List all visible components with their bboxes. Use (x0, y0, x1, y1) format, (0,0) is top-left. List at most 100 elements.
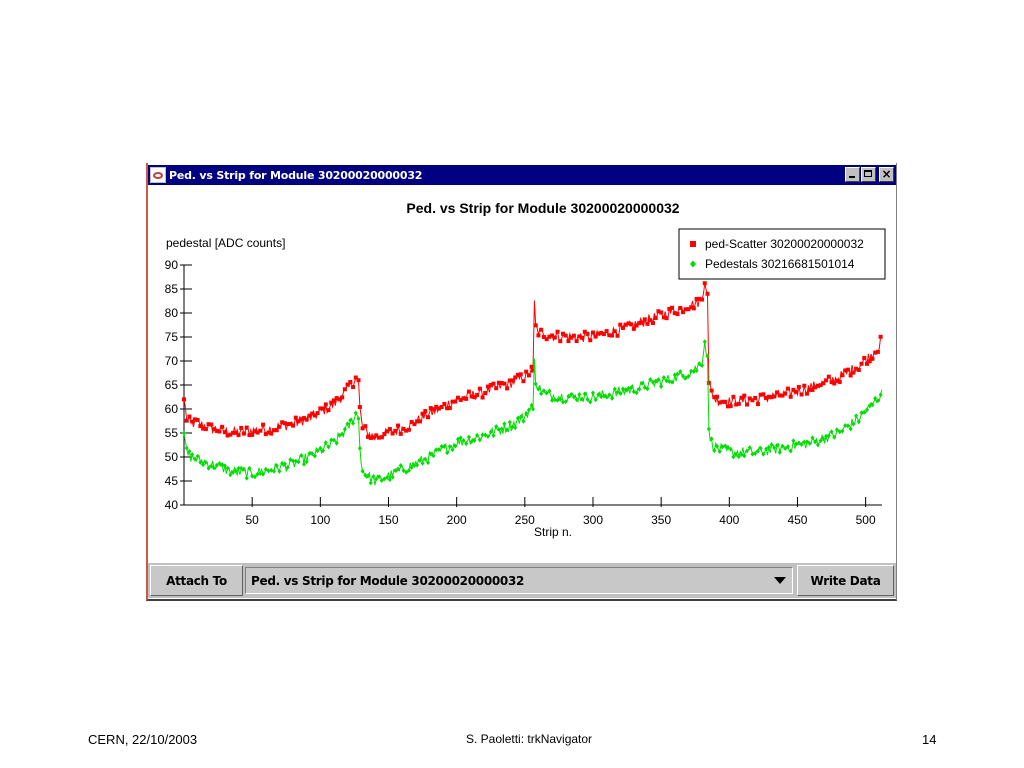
series-1-point (195, 453, 200, 459)
close-button[interactable]: × (879, 167, 894, 182)
series-0-point (818, 383, 823, 388)
series-1-point (356, 416, 361, 422)
series-0-point (552, 335, 557, 340)
series-0-point (477, 386, 482, 391)
series-0-point (848, 373, 853, 378)
series-0-point (475, 393, 480, 398)
series-1-point (458, 435, 463, 441)
series-1-point (788, 448, 793, 454)
series-0-point (612, 329, 617, 334)
series-1-point (736, 454, 741, 460)
series-0-point (480, 395, 485, 400)
series-1-point (580, 396, 585, 402)
series-0-point (753, 395, 758, 400)
series-1-point (214, 462, 219, 468)
series-1-point (507, 419, 512, 425)
series-1-point (571, 394, 576, 400)
series-0-point (637, 321, 642, 326)
series-1-point (450, 447, 455, 453)
series-1-point (799, 442, 804, 448)
title-bar[interactable]: Ped. vs Strip for Module 30200020000032 … (148, 165, 896, 185)
footer-date: CERN, 22/10/2003 (88, 732, 198, 747)
plot-selector-dropdown[interactable]: Ped. vs Strip for Module 30200020000032 (245, 567, 793, 594)
series-0-point (626, 321, 631, 326)
series-0-point (266, 430, 271, 435)
series-0-point (805, 391, 810, 396)
x-tick-label: 250 (515, 513, 535, 527)
series-1-point (851, 421, 856, 427)
series-0-point (618, 322, 623, 327)
series-0-point (829, 380, 834, 385)
y-tick-label: 70 (165, 354, 179, 368)
series-0-point (334, 396, 339, 401)
series-0-point (867, 359, 872, 364)
series-1-point (348, 417, 353, 423)
series-1-point (211, 465, 216, 471)
series-0-point (201, 426, 206, 431)
series-0-point (667, 306, 672, 311)
series-1-point (824, 433, 829, 439)
window-title: Ped. vs Strip for Module 30200020000032 (169, 168, 423, 182)
series-1-point (404, 469, 409, 475)
series-0-point (631, 326, 636, 331)
series-1-point (843, 423, 848, 429)
series-0-point (648, 318, 653, 323)
series-1-point (187, 448, 192, 454)
series-1-point (524, 410, 529, 416)
series-1-point (486, 433, 491, 439)
series-0-point (678, 305, 683, 310)
series-0-point (826, 374, 831, 379)
series-0-point (791, 387, 796, 392)
series-0-point (526, 373, 531, 378)
series-0-point (357, 405, 362, 410)
maximize-button[interactable] (861, 167, 876, 182)
series-0-point (585, 331, 590, 336)
series-0-point (258, 428, 263, 433)
series-1-point (700, 362, 705, 368)
series-1-point (291, 458, 296, 464)
series-1-point (307, 451, 312, 457)
series-1-point (412, 462, 417, 468)
attach-to-button[interactable]: Attach To (150, 565, 243, 596)
series-1-point (691, 368, 696, 374)
series-1-point (807, 440, 812, 446)
legend-marker-0 (690, 241, 696, 247)
series-0-point (807, 387, 812, 392)
chevron-down-icon[interactable] (774, 577, 786, 584)
series-1-point (678, 368, 683, 374)
series-0-point (329, 400, 334, 405)
series-1-point (379, 477, 384, 483)
java-app-icon[interactable] (150, 167, 166, 183)
series-1-point (393, 467, 398, 473)
series-1-point (217, 461, 222, 467)
series-1-point (648, 376, 653, 382)
series-1-point (318, 445, 323, 451)
series-1-point (667, 378, 672, 384)
series-1-point (607, 392, 612, 398)
series-0-point (862, 355, 867, 360)
series-1-point (813, 439, 818, 445)
series-1-point (280, 460, 285, 466)
series-0-point (360, 426, 365, 431)
series-0-point (439, 405, 444, 410)
series-0-point (712, 395, 717, 400)
minimize-button[interactable] (845, 167, 860, 182)
y-tick-label: 40 (165, 498, 179, 512)
pedestal-plot: Ped. vs Strip for Module 30200020000032 p… (165, 200, 886, 539)
series-1-point (464, 441, 469, 447)
series-0-point (423, 409, 428, 414)
series-0-point (310, 411, 315, 416)
series-1-point (201, 462, 206, 468)
series-0-line (183, 283, 883, 441)
series-1-point (366, 473, 371, 479)
series-1-point (331, 437, 336, 443)
series-1-point (618, 390, 623, 396)
series-1-point (390, 474, 395, 480)
series-0-point (742, 393, 747, 398)
series-0-point (555, 329, 560, 334)
series-1-point (574, 397, 579, 403)
series-0-point (472, 395, 477, 400)
series-0-point (550, 333, 555, 338)
write-data-button[interactable]: Write Data (797, 565, 894, 596)
series-1-point (285, 465, 290, 471)
